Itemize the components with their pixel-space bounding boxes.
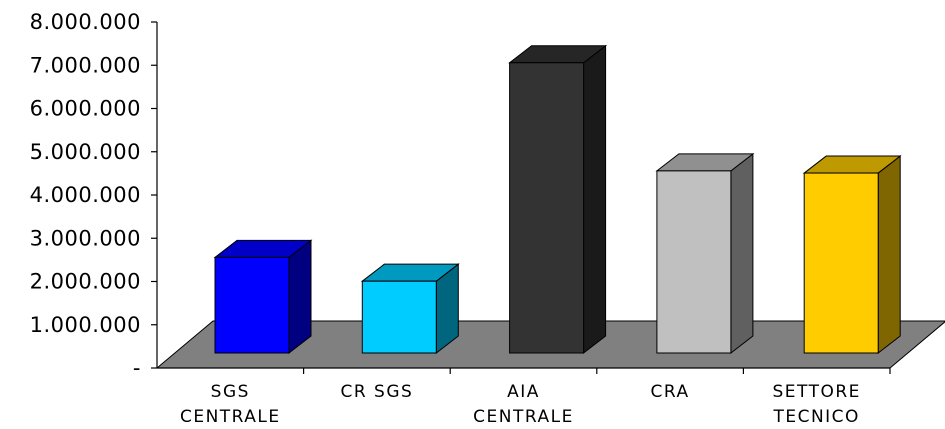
x-category-label: TECNICO: [772, 407, 859, 427]
bar-side: [730, 152, 754, 355]
bars: [213, 44, 902, 355]
y-tick-label: 1.000.000: [30, 313, 141, 337]
bar-front: [803, 172, 879, 354]
y-tick-label: 4.000.000: [30, 183, 141, 207]
y-axis-ticks: - 1.000.000 2.000.000 3.000.000 4.000.000 5.0…: [30, 10, 891, 380]
y-tick-label: 6.000.000: [30, 97, 141, 121]
y-tick-label: 3.000.000: [30, 226, 141, 250]
x-category-label: CENTRALE: [473, 407, 574, 427]
bar: [508, 44, 608, 355]
y-tick-label: 2.000.000: [30, 270, 141, 294]
x-axis-labels: SGS CENTRALE CR SGS AIA CENTRALE CRA SETTORE TE…: [180, 382, 860, 427]
bar-front: [214, 256, 290, 354]
bar: [655, 152, 755, 355]
bar-side: [877, 155, 901, 355]
x-category-label: SETTORE: [772, 382, 860, 402]
bar-front: [509, 62, 585, 354]
x-category-label: AIA: [507, 382, 540, 402]
bar: [360, 263, 460, 355]
x-category-label: CR SGS: [340, 382, 413, 402]
bar: [213, 239, 313, 355]
bar: [802, 155, 902, 355]
y-tick-label: 5.000.000: [30, 140, 141, 164]
x-category-label: SGS: [211, 382, 250, 402]
y-tick-label: -: [133, 356, 141, 380]
x-category-label: CENTRALE: [180, 407, 281, 427]
bar-front: [656, 170, 732, 354]
y-tick-label: 8.000.000: [30, 10, 141, 34]
bar-front: [361, 280, 437, 354]
bar-side: [288, 239, 312, 355]
bar-side: [583, 44, 607, 355]
y-tick-label: 7.000.000: [30, 53, 141, 77]
x-category-label: CRA: [651, 382, 690, 402]
